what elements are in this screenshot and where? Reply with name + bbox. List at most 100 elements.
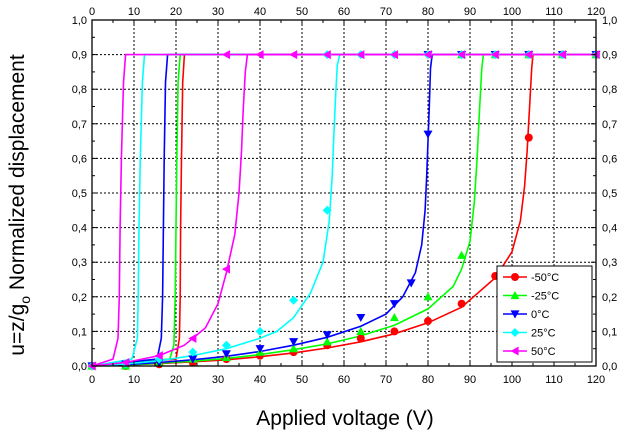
y-tick-label-right: 0,0 [602,361,617,373]
x-tick-label-bottom: 30 [212,374,224,386]
data-point [457,299,466,308]
data-point [423,292,433,301]
series-curve-4 [91,53,596,367]
data-point [356,334,365,343]
legend-label: -25°C [531,291,559,303]
x-tick-label-bottom: 70 [380,374,392,386]
legend-label: 25°C [531,328,556,340]
data-point [423,50,432,60]
data-point [356,326,366,335]
y-axis-title-subscript: o [17,296,33,304]
y-axis-title: u=z/go Normalized displacement [6,54,33,356]
legend-item: 0°C [503,309,550,321]
x-tick-label-bottom: 60 [338,374,350,386]
legend: -50°C -25°C 0°C 25°C 50°C [496,265,593,363]
x-tick-label-bottom: 40 [254,374,266,386]
legend-label: 0°C [531,309,550,321]
data-point [457,250,467,259]
data-point [389,313,399,322]
x-tick-label-top: 0 [89,6,95,18]
y-tick-label-left: 0,5 [72,188,87,200]
y-tick-label-left: 0,0 [72,361,87,373]
y-tick-label-left: 0,3 [72,257,87,269]
legend-marker [510,310,520,319]
x-tick-label-top: 20 [170,6,182,18]
x-tick-label-top: 60 [338,6,350,18]
series-curve-1 [91,53,596,367]
series-markers-4 [87,50,600,371]
x-tick-label-top: 100 [503,6,521,18]
y-tick-label-left: 0,7 [72,119,87,131]
legend-item: 25°C [503,328,556,340]
legend-label: -50°C [531,272,559,284]
data-point [289,295,299,305]
x-tick-label-top: 40 [254,6,266,18]
y-tick-label-left: 1,0 [72,15,87,27]
data-point [524,50,533,60]
y-tick-label-right: 0,5 [602,188,617,200]
data-point [457,50,466,60]
data-point [255,326,265,336]
data-point [154,351,163,361]
y-axis-title-prefix: u=z/g [6,304,29,356]
series-curve-3 [91,53,596,367]
x-tick-label-bottom: 90 [464,374,476,386]
data-point [406,279,416,288]
legend-item: -50°C [503,272,559,284]
y-tick-label-left: 0,2 [72,292,87,304]
x-tick-label-top: 50 [296,6,308,18]
y-tick-label-right: 0,8 [602,84,617,96]
legend-marker [510,346,519,356]
legend-item: -25°C [503,291,559,303]
series-line-forward [91,53,596,367]
x-axis-title: Applied voltage (V) [256,407,433,430]
y-tick-label-left: 0,1 [72,326,87,338]
x-tick-label-top: 30 [212,6,224,18]
data-point [322,337,332,346]
legend-marker [510,291,520,300]
data-point [390,327,399,336]
data-point [322,331,332,340]
tick-labels: 0 0 10 10 20 20 30 30 40 40 50 50 60 60 70 70 80 80 90 90 10… [72,6,618,386]
y-tick-label-left: 0,9 [72,50,87,62]
x-tick-label-bottom: 120 [587,374,605,386]
x-tick-label-top: 80 [422,6,434,18]
axis-ticks [91,19,597,367]
series-line-backward [91,53,596,367]
data-point [423,130,433,139]
x-tick-label-top: 110 [545,6,563,18]
series-line-backward [91,53,596,367]
y-tick-label-right: 0,6 [602,153,617,165]
y-tick-label-left: 0,8 [72,84,87,96]
x-tick-label-bottom: 110 [545,374,563,386]
data-point [188,333,197,343]
data-point [221,350,231,359]
data-point [221,340,231,350]
data-point [389,300,399,309]
data-point [322,205,332,215]
series-line-backward [91,53,596,367]
series-line-forward [91,53,596,367]
data-point [322,50,331,60]
y-tick-label-right: 0,7 [602,119,617,131]
data-point [289,338,299,347]
y-tick-label-right: 0,3 [602,257,617,269]
data-point [524,133,533,142]
data-point [289,344,299,353]
legend-label: 50°C [531,346,556,358]
data-point [188,347,198,357]
y-tick-label-left: 0,4 [72,223,87,235]
x-tick-label-bottom: 100 [503,374,521,386]
x-tick-label-bottom: 0 [89,374,95,386]
legend-item: 50°C [503,346,556,358]
legend-marker [510,328,520,337]
x-tick-label-top: 10 [128,6,140,18]
y-axis-title-suffix: Normalized displacement [6,54,29,296]
series-line-backward [91,53,596,367]
x-tick-label-bottom: 10 [128,374,140,386]
x-tick-label-bottom: 50 [296,374,308,386]
series-line-forward [91,53,596,367]
data-point [221,50,230,60]
y-tick-label-right: 0,1 [602,326,617,338]
